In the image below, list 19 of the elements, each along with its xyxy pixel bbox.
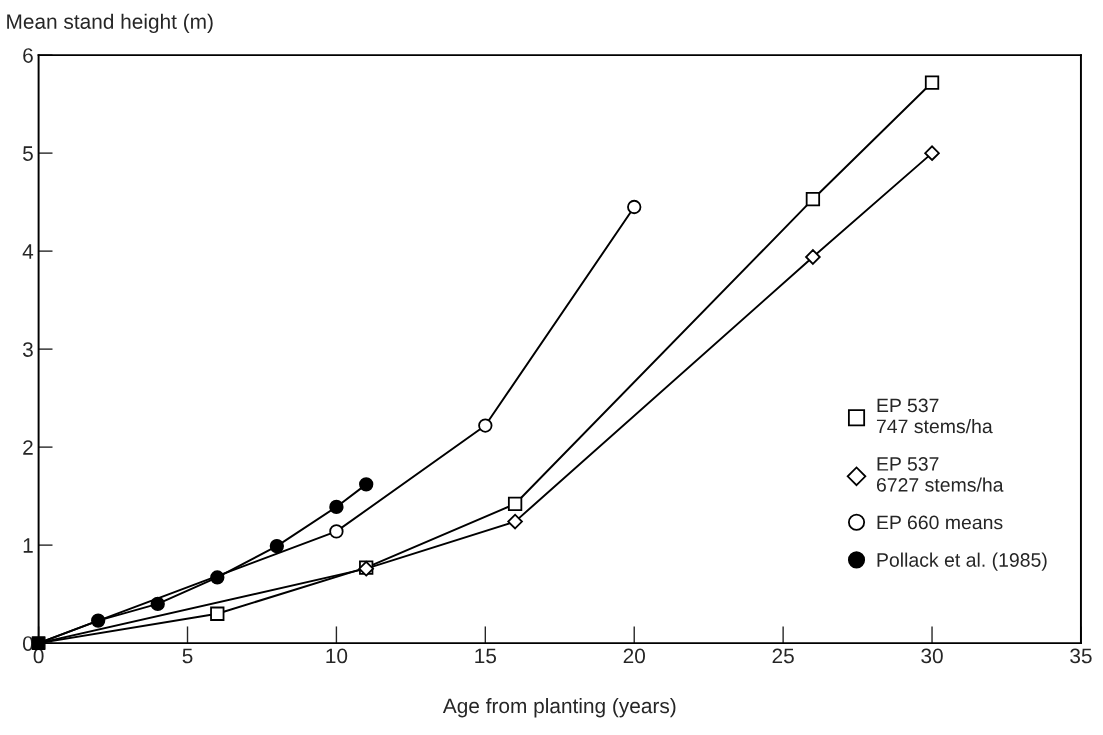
y-tick-label: 5 [22, 146, 33, 161]
x-tick-label: 35 [1070, 648, 1092, 664]
y-axis-title: Mean stand height (m) [7, 13, 213, 34]
x-tick-label: 30 [921, 648, 943, 664]
legend-label: Pollack et al. (1985) [877, 552, 1047, 571]
x-tick-label: 10 [326, 648, 348, 664]
legend-label: EP 660 means [877, 515, 1003, 530]
x-tick-label: 5 [182, 648, 193, 664]
x-tick-label: 15 [475, 648, 497, 664]
y-tick-label: 2 [23, 440, 33, 455]
x-axis-title: Age from planting (years) [442, 697, 676, 718]
legend-label: EP 537 747 stems/ha [876, 398, 993, 434]
x-tick-label: 20 [623, 648, 645, 664]
y-tick-label: 3 [22, 342, 33, 357]
x-tick-label: 25 [772, 648, 794, 664]
y-tick-label: 1 [23, 538, 33, 553]
legend-label: EP 537 6727 stems/ha [876, 457, 1004, 492]
y-tick-label: 6 [23, 48, 33, 63]
y-tick-label: 4 [22, 244, 34, 259]
